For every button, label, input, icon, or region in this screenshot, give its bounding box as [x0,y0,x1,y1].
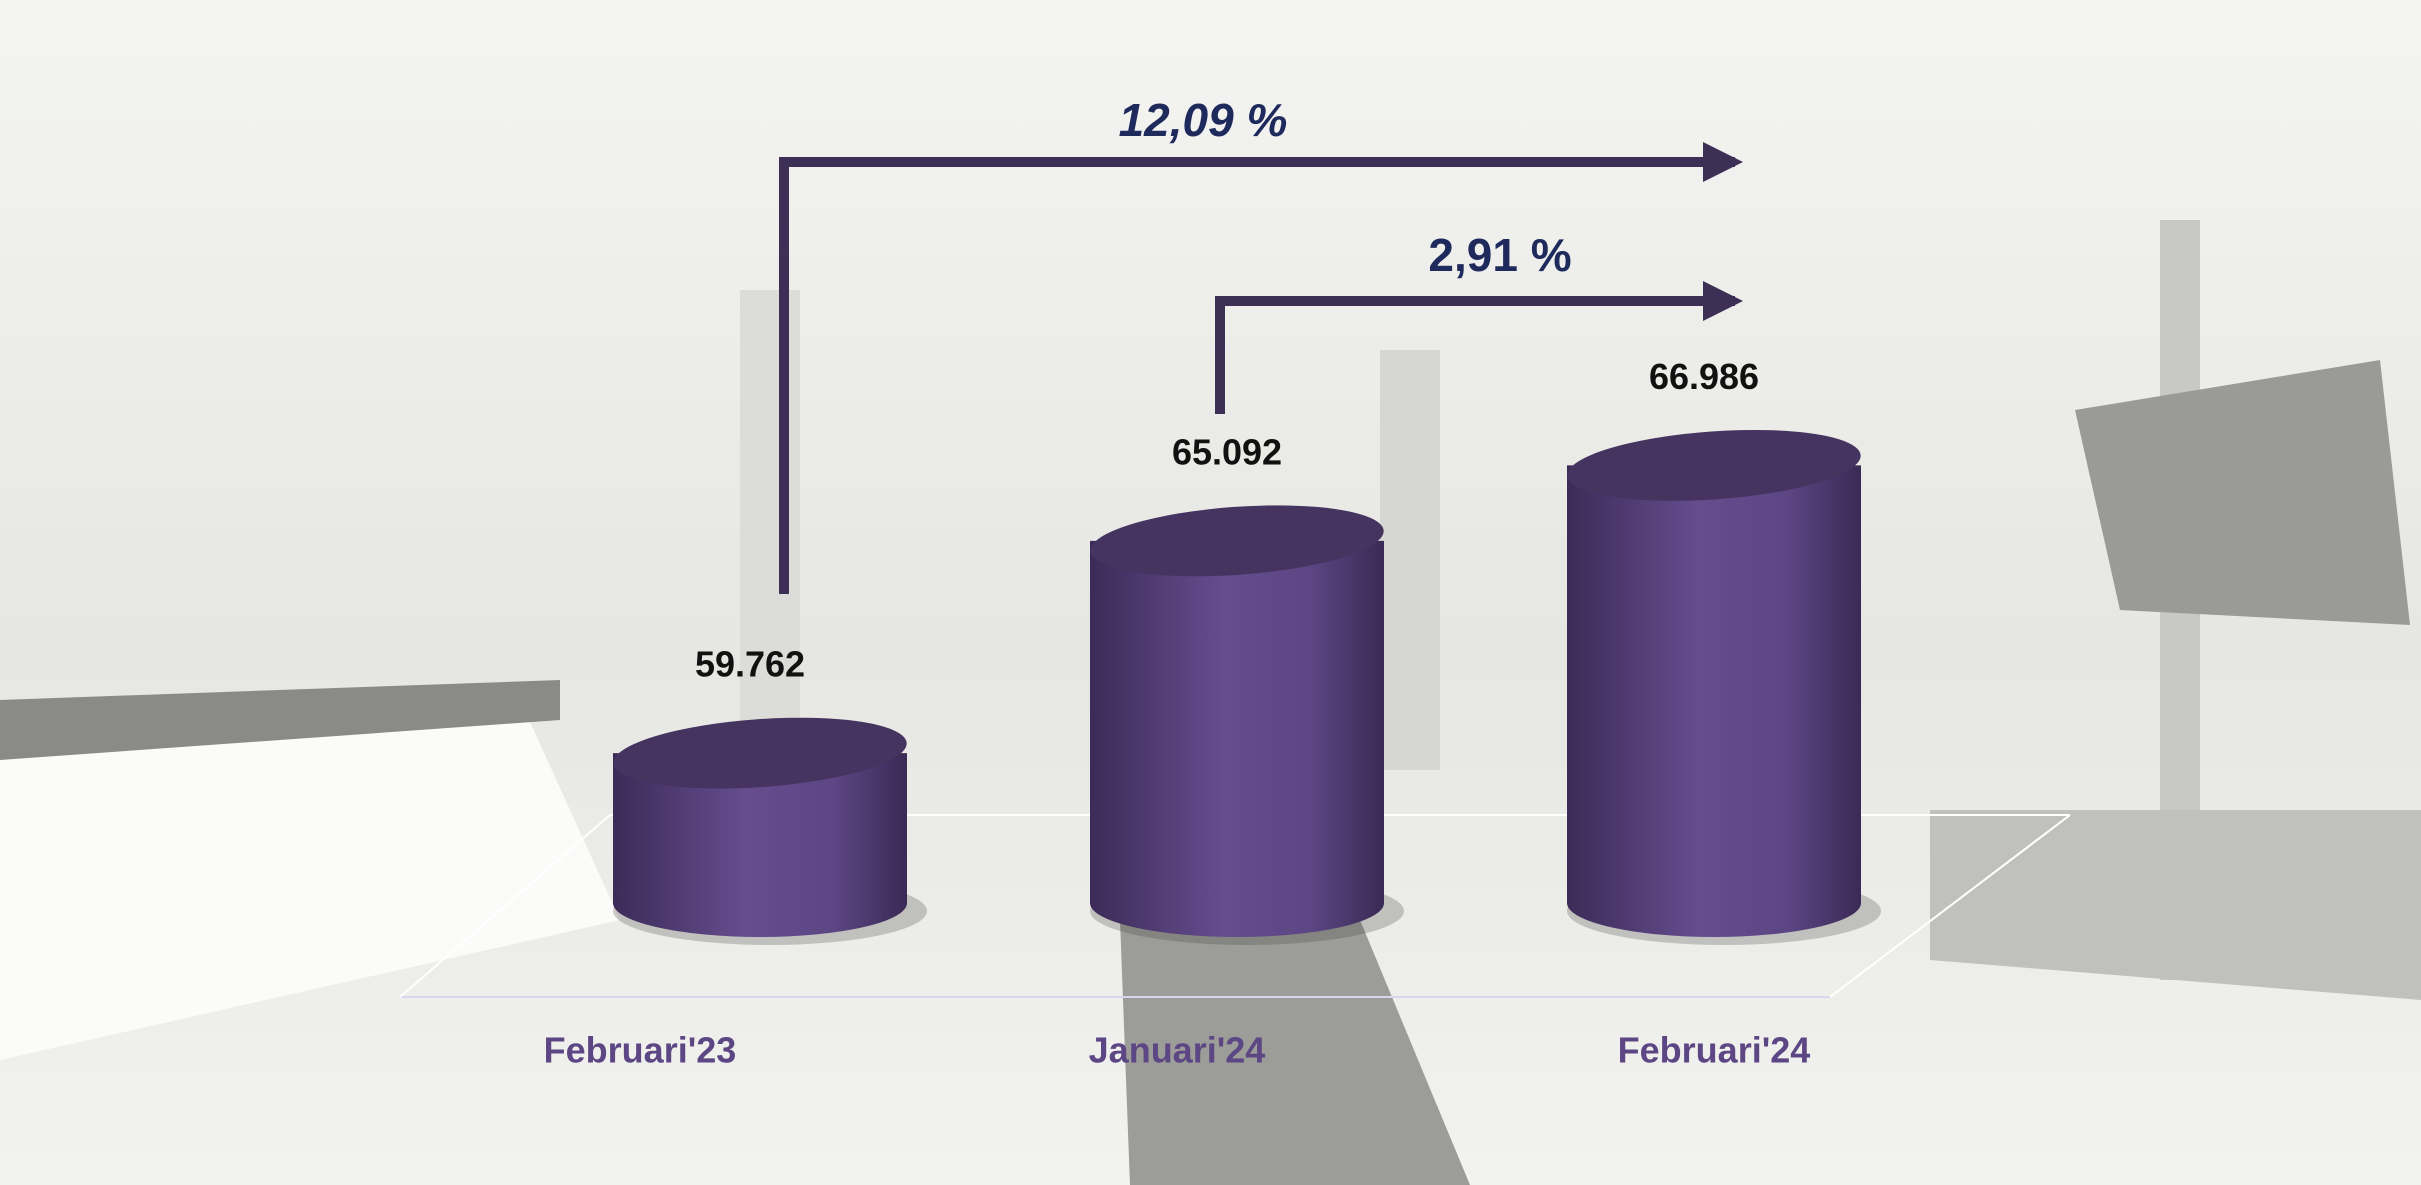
headboard [0,680,560,760]
annotation: 12,09 % [1119,94,1288,146]
value-label: 59.762 [695,644,805,685]
floor-line [399,814,611,998]
arrow [1215,281,1743,414]
arrow [779,142,1743,594]
pillar [1380,350,1440,770]
x-tick-label: Januari'24 [1089,1030,1266,1071]
value-label: 65.092 [1172,431,1282,472]
desk [1930,810,2421,1000]
bar-top [1567,429,1861,501]
bar [1090,540,1384,937]
bar [1567,465,1861,937]
floor-line [1829,814,2071,998]
bar [613,753,907,937]
plot: 59.762 Februari'23 65.092 Januari'24 66.986 F… [544,356,1881,1071]
annotation: 2,91 % [1428,229,1571,281]
tv [2075,360,2410,625]
bed-pillows [0,700,620,1060]
bar-top [613,717,907,789]
x-tick-label: Februari'23 [544,1030,737,1071]
bar-top [1090,505,1384,577]
x-tick-label: Februari'24 [1618,1030,1811,1071]
bed-runner [1120,920,1470,1185]
value-label: 66.986 [1649,356,1759,397]
